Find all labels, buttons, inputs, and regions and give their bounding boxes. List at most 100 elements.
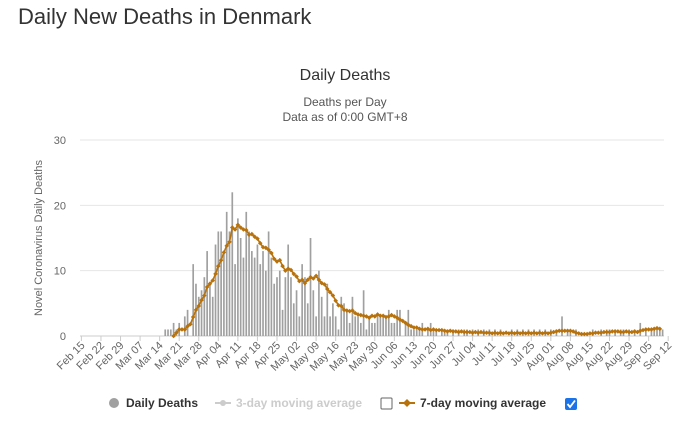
- seven-day-average-point: [193, 307, 199, 313]
- bar: [661, 329, 664, 336]
- seven-day-average-point: [439, 327, 445, 333]
- seven-day-average-point: [403, 320, 408, 326]
- bar: [323, 316, 326, 336]
- checkbox-7-day-average[interactable]: [565, 398, 577, 410]
- bar: [209, 283, 211, 336]
- bar: [656, 329, 658, 336]
- legend-3-day-average[interactable]: 3-day moving average: [215, 396, 362, 410]
- seven-day-average-point: [428, 327, 433, 333]
- seven-day-average-point: [271, 256, 277, 262]
- y-tick-labels: 0 10 20 30: [54, 135, 66, 343]
- seven-day-average-point: [481, 330, 487, 336]
- bar: [658, 329, 661, 336]
- legend: Daily Deaths 3-day moving average 7-day …: [109, 396, 577, 410]
- bar: [256, 244, 259, 336]
- bar: [217, 231, 220, 336]
- legend-7-day-average[interactable]: 7-day moving average: [399, 396, 546, 410]
- bar: [245, 211, 248, 336]
- seven-day-average-point: [330, 293, 336, 298]
- seven-day-average-point: [484, 330, 489, 336]
- legend-daily-deaths-label: Daily Deaths: [126, 396, 198, 410]
- checkbox-3-day-average[interactable]: [380, 397, 393, 410]
- bar: [192, 264, 195, 336]
- bar: [242, 257, 245, 336]
- bar: [228, 231, 231, 336]
- bar: [287, 244, 290, 336]
- seven-day-average-point: [352, 310, 358, 316]
- seven-day-average-point: [221, 250, 227, 255]
- seven-day-average-point: [400, 318, 406, 324]
- bar: [653, 329, 656, 336]
- seven-day-average-point: [185, 323, 190, 329]
- seven-day-average-point: [433, 327, 439, 333]
- seven-day-average-point: [559, 328, 565, 334]
- bar: [362, 290, 365, 336]
- seven-day-average-point: [579, 331, 584, 337]
- seven-day-average-point: [392, 314, 397, 319]
- bar: [167, 329, 169, 336]
- bar: [183, 316, 186, 336]
- seven-day-average-point: [210, 278, 216, 283]
- seven-day-average-point: [646, 327, 651, 332]
- seven-day-average-point: [470, 330, 475, 336]
- bar: [312, 290, 315, 336]
- seven-day-average-point: [489, 331, 495, 336]
- seven-day-average-point: [216, 263, 221, 269]
- bar: [295, 290, 298, 336]
- bar: [172, 322, 175, 336]
- page-title: Daily New Deaths in Denmark: [18, 4, 312, 29]
- bar: [435, 329, 438, 336]
- bar: [318, 270, 320, 336]
- seven-day-average-point: [238, 225, 243, 230]
- y-tick-label: 20: [54, 200, 66, 212]
- checkbox-7-day-average-box: [565, 398, 577, 410]
- seven-day-average-point: [229, 225, 235, 230]
- seven-day-average-point: [347, 308, 352, 314]
- daily-deaths-bars: [164, 192, 664, 336]
- seven-day-average-point: [637, 328, 643, 334]
- seven-day-average-point: [218, 257, 224, 263]
- bar: [262, 251, 264, 336]
- seven-day-average-point: [297, 278, 302, 284]
- seven-day-average-point: [361, 313, 366, 319]
- bar: [248, 231, 250, 336]
- bar: [337, 329, 340, 336]
- seven-day-average-point: [565, 328, 570, 334]
- bar: [561, 316, 563, 336]
- seven-day-average-point: [235, 222, 241, 228]
- seven-day-average-point: [322, 282, 327, 287]
- seven-day-average-point: [397, 317, 403, 322]
- y-axis-label: Novel Coronavirus Daily Deaths: [33, 160, 45, 316]
- seven-day-average-point: [319, 280, 325, 286]
- seven-day-average-point: [568, 328, 573, 334]
- bar: [290, 277, 292, 336]
- seven-day-average-point: [207, 281, 213, 287]
- seven-day-average-point: [419, 327, 425, 332]
- bar: [234, 264, 236, 336]
- seven-day-average-point: [227, 239, 232, 245]
- legend-3-day-average-label: 3-day moving average: [236, 396, 362, 410]
- seven-day-average-point: [612, 329, 618, 334]
- seven-day-average-point: [232, 227, 238, 232]
- bar: [385, 316, 387, 336]
- seven-day-average-point: [277, 257, 283, 263]
- bar: [354, 316, 357, 336]
- bar: [326, 283, 329, 336]
- seven-day-average-point: [548, 330, 554, 336]
- seven-day-average-point: [249, 231, 255, 237]
- bar: [650, 329, 653, 336]
- bar: [371, 322, 373, 336]
- bar: [315, 316, 317, 336]
- legend-daily-deaths[interactable]: Daily Deaths: [109, 396, 198, 410]
- bar: [298, 316, 301, 336]
- seven-day-average-point: [252, 234, 257, 239]
- chart-title: Daily Deaths: [300, 67, 391, 84]
- seven-day-average-point: [394, 315, 400, 321]
- bar: [379, 316, 382, 336]
- seven-day-average-point: [257, 240, 263, 246]
- bar: [393, 322, 396, 336]
- bar: [351, 296, 354, 336]
- seven-day-average-point: [406, 322, 411, 328]
